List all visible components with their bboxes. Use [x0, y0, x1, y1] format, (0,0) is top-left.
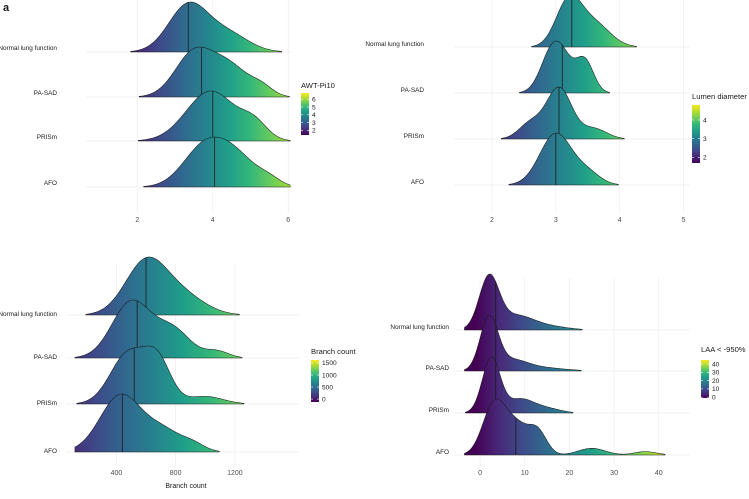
legend-colorbar: [701, 360, 709, 398]
x-tick-label: 1200: [227, 470, 243, 477]
legend-tick-label: 2: [312, 128, 316, 135]
legend-title: Branch count: [311, 347, 357, 356]
x-tick-label: 40: [655, 470, 663, 477]
legend-title: Lumen diameter: [692, 92, 747, 101]
panel-lumen-diameter: Normal lung function PA-SAD PRISm AFO 2 3 4 5 Lu…: [365, 0, 747, 224]
panel-awt-pi10: Normal lung function PA-SAD PRISm AFO 2 4 6 AWT…: [0, 0, 335, 224]
category-label-normal-lung-function: Normal lung function: [0, 311, 57, 318]
x-tick-label: 400: [111, 470, 123, 477]
legend-colorbar: [311, 360, 319, 402]
ridge-pa-sad: [519, 40, 610, 94]
legend-tick-label: 2: [703, 155, 707, 162]
x-tick-label: 5: [682, 217, 686, 224]
ridge-normal-lung-function: [130, 1, 282, 53]
panel-branch-count: Normal lung function PA-SAD PRISm AFO 400 800…: [0, 256, 357, 490]
legend-colorbar: [301, 93, 309, 135]
legend-tick-label: 3: [703, 136, 707, 143]
category-label-pa-sad: PA-SAD: [426, 365, 450, 372]
category-label-prism: PRISm: [429, 407, 449, 414]
ridge-prism: [76, 345, 245, 405]
category-label-pa-sad: PA-SAD: [401, 87, 425, 94]
ridge-prism: [138, 90, 291, 142]
ridge-afo: [143, 136, 291, 188]
x-tick-label: 4: [211, 217, 215, 224]
legend-tick-label: 4: [703, 117, 707, 124]
x-tick-label: 4: [618, 217, 622, 224]
legend-title: LAA < -950%: [701, 345, 746, 354]
x-axis-title: Branch count: [165, 483, 206, 490]
ridge-afo: [74, 393, 220, 453]
x-tick-label: 2: [490, 217, 494, 224]
category-label-normal-lung-function: Normal lung function: [390, 324, 449, 331]
x-tick-label: 6: [286, 217, 290, 224]
ridge-normal-lung-function: [85, 256, 240, 316]
ridge-afo: [464, 398, 666, 456]
legend-tick-label: 0: [712, 394, 716, 401]
legend-tick-label: 1000: [322, 372, 337, 379]
legend-tick-label: 6: [312, 97, 316, 104]
category-label-prism: PRISm: [37, 400, 57, 407]
category-label-pa-sad: PA-SAD: [34, 90, 58, 97]
ridge-normal-lung-function: [464, 273, 583, 331]
legend-tick-label: 0: [322, 396, 326, 403]
legend-tick-label: 500: [322, 384, 333, 391]
category-label-prism: PRISm: [404, 133, 424, 140]
ridge-pa-sad: [74, 299, 243, 359]
x-tick-label: 0: [478, 470, 482, 477]
category-label-afo: AFO: [436, 449, 449, 456]
x-tick-label: 2: [135, 217, 139, 224]
category-label-normal-lung-function: Normal lung function: [365, 41, 424, 48]
category-label-afo: AFO: [44, 180, 57, 187]
legend-tick-label: 10: [712, 386, 720, 393]
legend-tick-label: 5: [312, 104, 316, 111]
category-label-pa-sad: PA-SAD: [34, 354, 58, 361]
x-tick-label: 800: [170, 470, 182, 477]
ridge-afo: [508, 132, 619, 186]
ridge-pa-sad: [464, 314, 582, 372]
legend-colorbar: [692, 105, 700, 163]
ridge-prism: [500, 86, 625, 140]
panel-label: a: [3, 2, 10, 14]
category-label-afo: AFO: [44, 448, 57, 455]
ridge-normal-lung-function: [531, 0, 637, 48]
legend-tick-label: 1500: [322, 360, 337, 367]
category-label-normal-lung-function: Normal lung function: [0, 45, 57, 52]
x-tick-label: 3: [554, 217, 558, 224]
ridge-pa-sad: [138, 46, 290, 98]
category-label-prism: PRISm: [37, 134, 57, 141]
legend-tick-label: 3: [312, 120, 316, 127]
legend-tick-label: 20: [712, 378, 720, 385]
x-tick-label: 20: [566, 470, 574, 477]
legend-tick-label: 4: [312, 112, 316, 119]
category-label-afo: AFO: [411, 179, 424, 186]
ridge-prism: [465, 356, 574, 414]
legend-tick-label: 30: [712, 370, 720, 377]
x-tick-label: 10: [521, 470, 529, 477]
legend-title: AWT-Pi10: [301, 81, 335, 90]
x-tick-label: 30: [610, 470, 618, 477]
legend-tick-label: 40: [712, 361, 720, 368]
